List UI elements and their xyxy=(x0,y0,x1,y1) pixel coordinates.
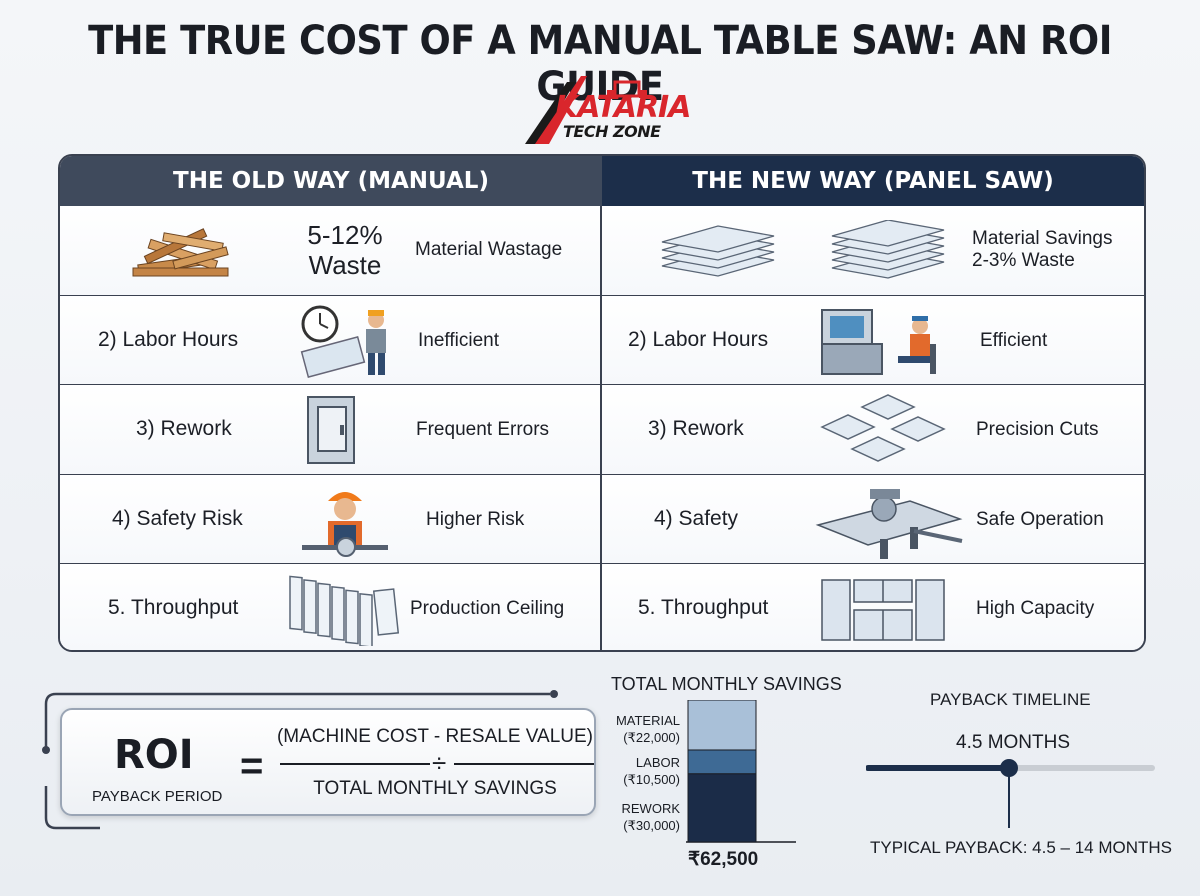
old-row-safety: 4) Safety Risk Higher Risk xyxy=(60,473,600,563)
new-row-throughput: 5. Throughput High Capacity xyxy=(602,562,1144,650)
old-way-column: 5-12% Waste Material Wastage 2) Labor Ho… xyxy=(60,206,602,650)
roi-formula-card: ROI PAYBACK PERIOD = (MACHINE COST - RES… xyxy=(60,708,596,816)
old-label-safety: 4) Safety Risk xyxy=(112,506,243,530)
roi-subtitle: PAYBACK PERIOD xyxy=(92,788,223,805)
savings-label-material: MATERIAL (₹22,000) xyxy=(615,713,680,745)
new-desc-rework: Precision Cuts xyxy=(976,419,1099,441)
new-label-rework: 3) Rework xyxy=(648,417,744,441)
roi-bracket-frame xyxy=(42,690,558,830)
savings-total: ₹62,500 xyxy=(688,849,759,870)
new-desc-throughput: High Capacity xyxy=(976,597,1095,619)
panel-stack-icon xyxy=(289,575,400,646)
new-row-material: Material Savings 2-3% Waste xyxy=(602,206,1144,296)
old-way-header: THE OLD WAY (MANUAL) xyxy=(60,156,602,206)
payback-title: PAYBACK TIMELINE xyxy=(930,690,1091,709)
roi-denominator: TOTAL MONTHLY SAVINGS xyxy=(313,778,557,799)
savings-stacked-bar xyxy=(686,700,796,843)
cabinets-icon xyxy=(821,579,945,641)
savings-segment-labor xyxy=(687,749,757,775)
panel-frame-icon xyxy=(307,396,355,465)
payback-timeline xyxy=(866,759,1155,828)
timeline-marker xyxy=(1000,759,1018,777)
new-desc-labor: Efficient xyxy=(980,330,1048,352)
waste-percent: 5-12% Waste xyxy=(307,220,383,280)
logo-word: KATARIA xyxy=(555,90,691,125)
old-desc-throughput: Production Ceiling xyxy=(410,597,565,619)
payback-value: 4.5 MONTHS xyxy=(956,732,1071,753)
new-way-column: Material Savings 2-3% Waste 2) Labor Hou… xyxy=(602,206,1144,650)
old-label-throughput: 5. Throughput xyxy=(108,595,239,619)
new-label-labor: 2) Labor Hours xyxy=(628,328,769,352)
roi-word: ROI xyxy=(114,732,194,778)
fraction-line xyxy=(280,763,430,765)
new-desc-safety: Safe Operation xyxy=(976,508,1104,530)
savings-label-labor: LABOR (₹10,500) xyxy=(623,755,680,787)
operator-console-icon xyxy=(821,309,936,376)
savings-label-rework: REWORK (₹30,000) xyxy=(621,801,681,833)
new-row-safety: 4) Safety Safe Operation xyxy=(602,473,1144,563)
roi-numerator: (MACHINE COST - RESALE VALUE) xyxy=(276,726,594,747)
roi-formula: ROI PAYBACK PERIOD = (MACHINE COST - RES… xyxy=(40,690,596,830)
old-desc-material: Material Wastage xyxy=(415,239,563,260)
panel-saw-machine-icon xyxy=(815,488,963,559)
old-label-rework: 3) Rework xyxy=(136,417,232,441)
savings-title: TOTAL MONTHLY SAVINGS xyxy=(611,674,842,694)
fraction-line xyxy=(454,763,594,765)
logo-subtitle: TECH ZONE xyxy=(563,122,661,141)
old-desc-safety: Higher Risk xyxy=(426,508,525,530)
old-row-labor: 2) Labor Hours Inefficient xyxy=(60,295,600,385)
roi-divide-sign: ÷ xyxy=(432,748,447,778)
wood-pile-icon xyxy=(132,228,229,277)
old-row-throughput: 5. Throughput Production Ceiling xyxy=(60,562,600,650)
old-label-labor: 2) Labor Hours xyxy=(98,328,239,352)
kataria-logo: KATARIA TECH ZONE xyxy=(505,72,705,152)
old-row-rework: 3) Rework Frequent Errors xyxy=(60,384,600,474)
new-row-labor: 2) Labor Hours Efficient xyxy=(602,295,1144,385)
old-desc-rework: Frequent Errors xyxy=(416,419,550,441)
savings-segment-rework xyxy=(687,773,757,843)
logo-mark-icon xyxy=(525,76,647,144)
precision-tiles-icon xyxy=(820,394,946,463)
tired-worker-clock-icon xyxy=(300,305,386,379)
new-way-header: THE NEW WAY (PANEL SAW) xyxy=(602,156,1144,206)
savings-segment-material xyxy=(687,700,757,751)
worker-saw-icon xyxy=(302,491,388,557)
new-label-safety: 4) Safety xyxy=(654,506,739,530)
old-row-material: 5-12% Waste Material Wastage xyxy=(60,206,600,296)
old-desc-labor: Inefficient xyxy=(418,330,499,352)
roi-equals: = xyxy=(240,744,264,788)
sheet-stack-icon xyxy=(661,225,775,277)
sheet-stack-icon xyxy=(831,220,945,279)
page-title: THE TRUE COST OF A MANUAL TABLE SAW: AN … xyxy=(88,18,1112,110)
new-desc-material: Material Savings 2-3% Waste xyxy=(972,228,1113,271)
comparison-table: THE OLD WAY (MANUAL) THE NEW WAY (PANEL … xyxy=(58,154,1146,652)
payback-typical: TYPICAL PAYBACK: 4.5 – 14 MONTHS xyxy=(870,838,1173,857)
new-label-throughput: 5. Throughput xyxy=(638,595,769,619)
new-row-rework: 3) Rework Precision Cuts xyxy=(602,384,1144,474)
